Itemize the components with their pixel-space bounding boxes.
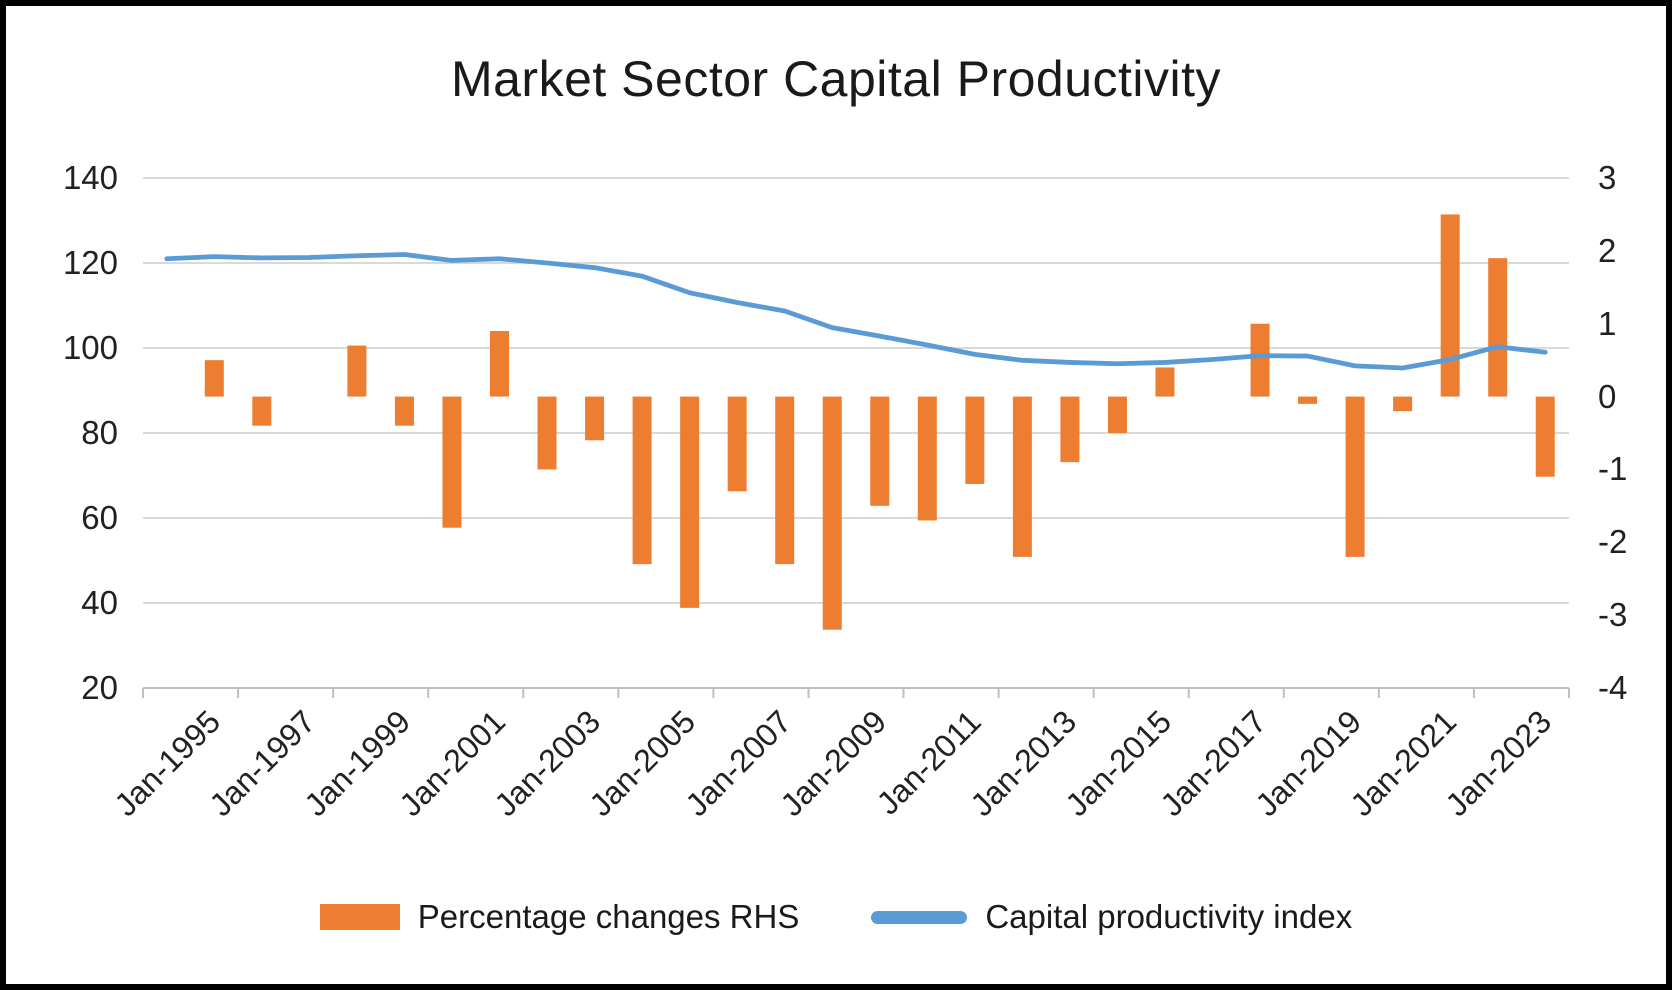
bar-2021: [1393, 396, 1413, 412]
bar-2014: [1060, 396, 1080, 463]
line-series-swatch-icon: [871, 910, 968, 924]
plot-area: [142, 177, 1570, 698]
left-axis-tick-140: 140: [62, 159, 118, 196]
bar-2018: [1250, 323, 1270, 397]
right-axis-tick-3: 3: [1598, 159, 1617, 196]
right-axis-tick-1: 1: [1598, 304, 1617, 342]
right-axis-tick-2: 2: [1598, 231, 1617, 269]
bar-2005: [632, 396, 652, 565]
bar-2019: [1298, 396, 1318, 404]
bar-2013: [1012, 396, 1032, 557]
bar-2010: [870, 396, 890, 506]
legend-entry-bars: Percentage changes RHS: [319, 898, 800, 936]
legend: Percentage changes RHS Capital productiv…: [6, 898, 1666, 936]
bar-2007: [727, 396, 747, 492]
left-axis-tick-60: 60: [81, 499, 118, 536]
legend-entry-line: Capital productivity index: [871, 898, 1352, 936]
bar-2004: [585, 396, 605, 441]
right-axis-tick--1: -1: [1598, 450, 1628, 488]
productivity-line: [164, 252, 1548, 371]
bar-2020: [1345, 396, 1365, 557]
bar-2011: [917, 396, 937, 521]
bar-2001: [442, 396, 462, 528]
chart-title: Market Sector Capital Productivity: [450, 51, 1222, 107]
bar-series-swatch-icon: [319, 904, 400, 930]
legend-bar-label: Percentage changes RHS: [417, 898, 800, 935]
left-axis-tick-40: 40: [81, 584, 118, 621]
legend-line-label: Capital productivity index: [985, 898, 1353, 935]
bar-2008: [775, 396, 795, 565]
right-axis-tick--2: -2: [1598, 523, 1628, 561]
bar-2012: [965, 396, 985, 484]
bar-2009: [822, 396, 842, 630]
bar-2016: [1155, 367, 1175, 397]
right-axis-tick--3: -3: [1598, 596, 1628, 634]
bar-2015: [1107, 396, 1127, 433]
left-axis-tick-80: 80: [81, 414, 118, 451]
left-axis-tick-20: 20: [81, 669, 118, 706]
bar-2003: [537, 396, 557, 470]
bar-2000: [394, 396, 414, 426]
bar-2002: [490, 331, 509, 397]
bar-2022: [1440, 214, 1460, 397]
right-axis-tick--4: -4: [1598, 669, 1628, 706]
bar-2023: [1488, 258, 1508, 397]
left-axis-tick-100: 100: [62, 329, 118, 366]
bar-1999: [347, 345, 367, 397]
bar-1997: [252, 396, 272, 426]
bar-2006: [680, 396, 700, 608]
left-axis-tick-120: 120: [62, 244, 118, 281]
bar-2024: [1535, 396, 1555, 477]
right-axis-tick-0: 0: [1598, 377, 1617, 415]
bar-1996: [204, 360, 224, 397]
